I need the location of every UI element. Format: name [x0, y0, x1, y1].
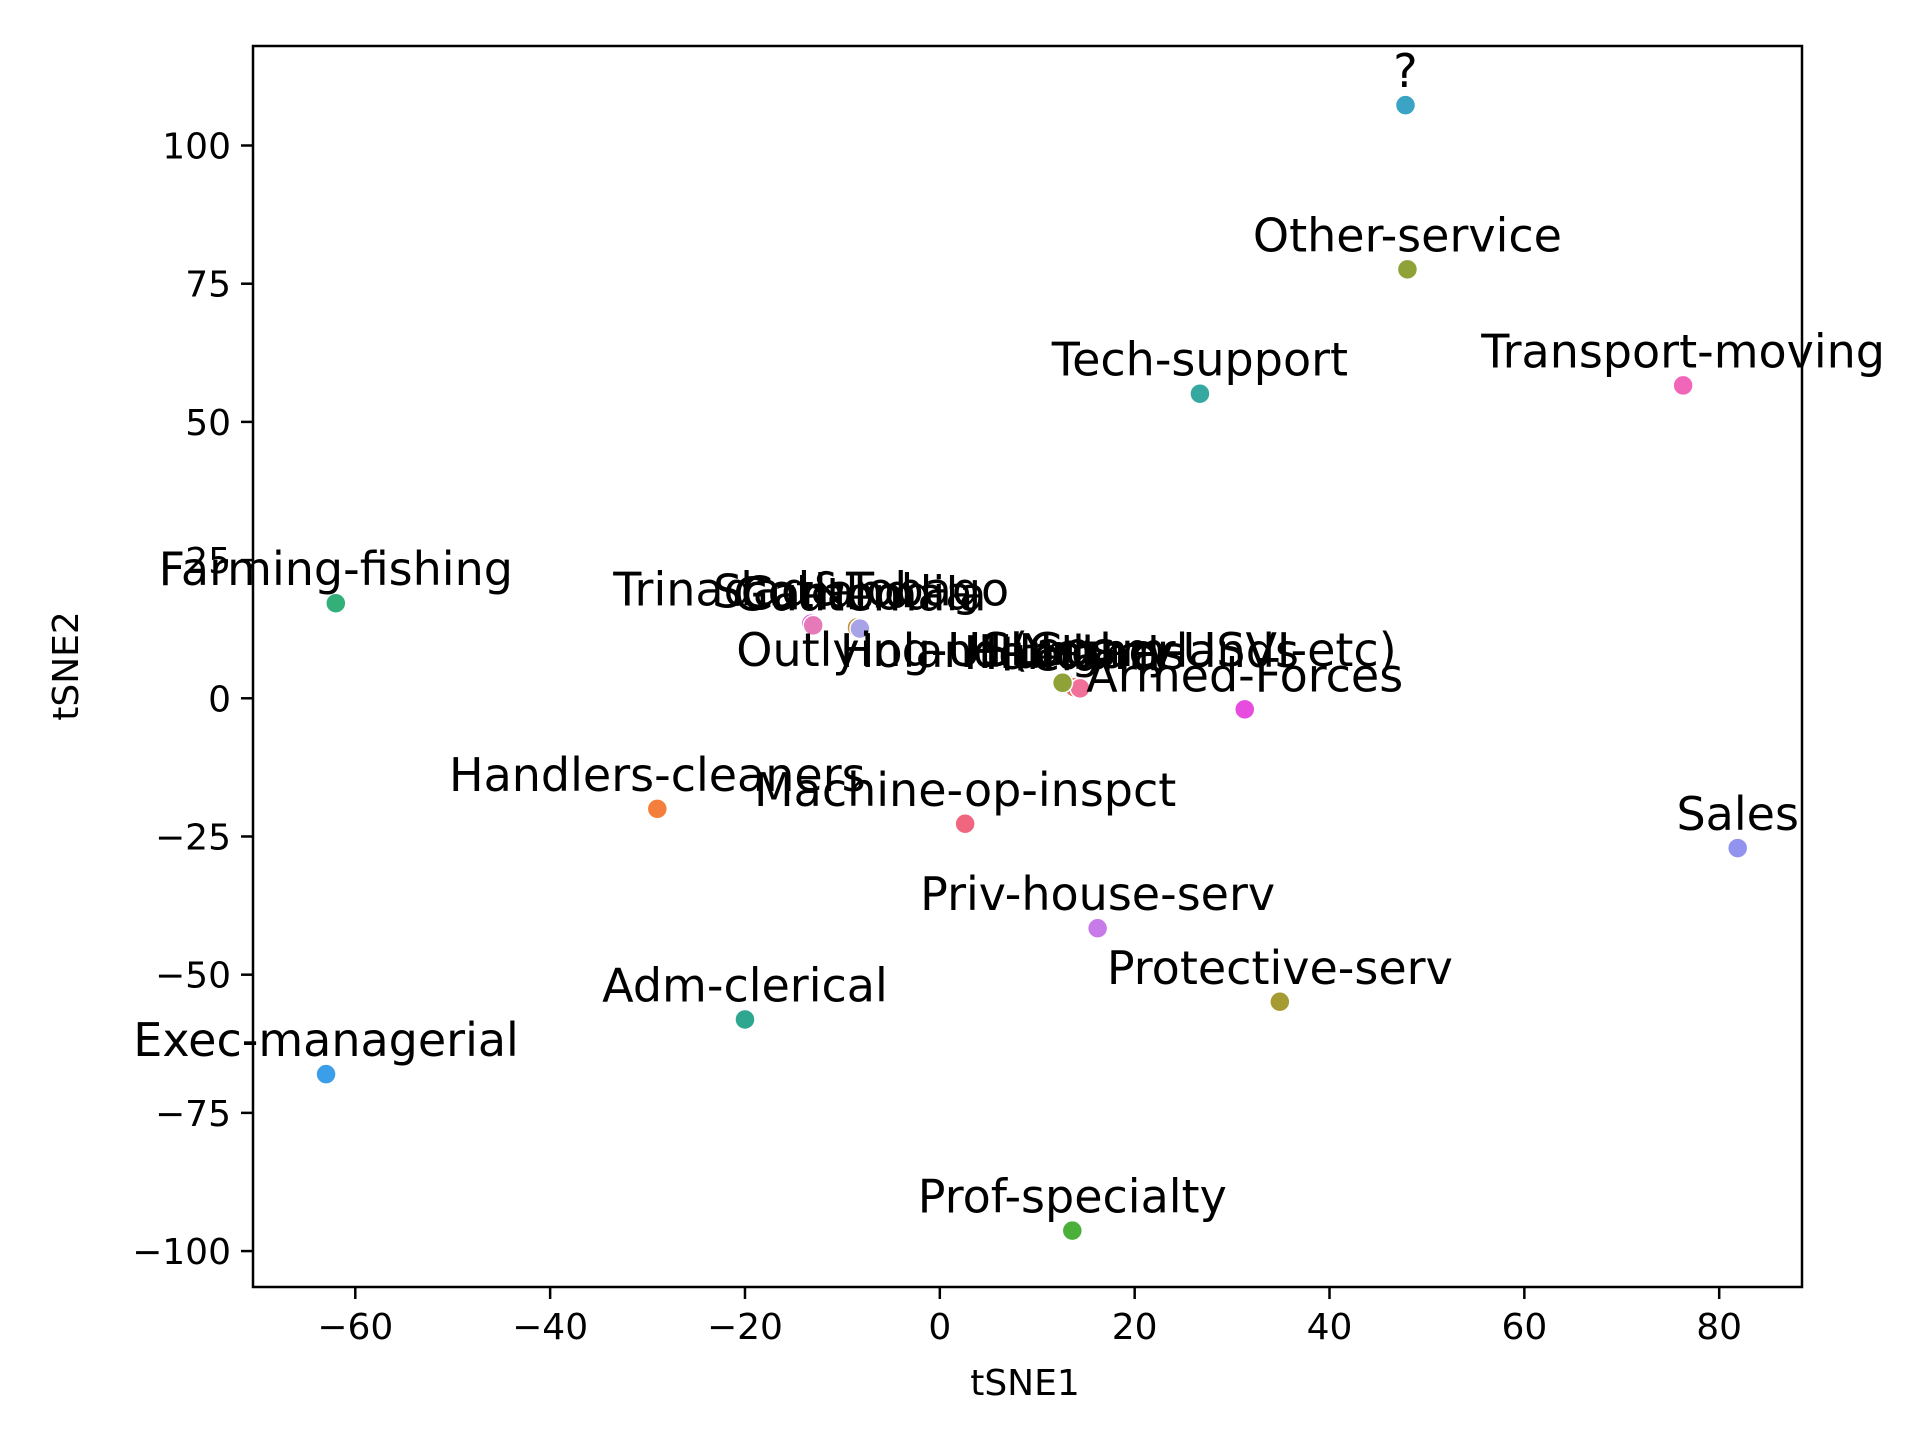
point-labels: ? Other-service Tech-support Transport-movi… [133, 44, 1885, 1223]
point-label: Armed-Forces [1086, 648, 1403, 702]
scatter-point [802, 614, 824, 637]
point-label: Tech-support [1051, 333, 1348, 387]
scatter-point [325, 592, 347, 614]
scatter-point [1086, 917, 1109, 939]
point-label: Holand-Netherlands [840, 624, 1299, 678]
x-tick-label: 40 [1307, 1307, 1353, 1348]
scatter-point [1051, 672, 1074, 694]
y-tick-label: −25 [155, 817, 231, 858]
scatter-point [1396, 258, 1419, 281]
point-label: Honduras [964, 626, 1185, 680]
point-label: Handlers-cleaners [449, 748, 866, 802]
point-label: Adm-clerical [602, 958, 888, 1012]
point-label: Hungary [978, 625, 1174, 679]
plot-frame [251, 44, 1804, 1289]
scatter-point [1269, 991, 1291, 1013]
point-label: Laos [1010, 622, 1116, 676]
point-label: Other-service [1253, 208, 1562, 262]
point-label: Cambodia [741, 567, 974, 621]
x-axis-title: tSNE1 [970, 1363, 1080, 1404]
y-tick-label: 25 [185, 541, 231, 582]
scatter-point [1726, 837, 1749, 859]
point-label: Trinadad&Tobago [612, 563, 1009, 617]
point-label: Farming-fishing [159, 542, 513, 596]
point-label: Prof-specialty [918, 1170, 1227, 1224]
point-label: Guatemala [733, 568, 986, 622]
x-tick-label: 20 [1112, 1307, 1158, 1348]
y-tick-label: −100 [132, 1232, 231, 1273]
y-axis-title: tSNE2 [46, 611, 87, 721]
scatter-point [1189, 382, 1211, 405]
x-tick-label: −60 [317, 1307, 393, 1348]
scatter-point [1233, 698, 1256, 721]
point-label: Protective-serv [1107, 941, 1453, 995]
scatter-point [1061, 1219, 1084, 1242]
point-label: Outlying-US(Guam-USVI-etc) [736, 623, 1396, 677]
point-label: Priv-house-serv [920, 867, 1275, 921]
scatter-point [646, 798, 669, 820]
scatter-point [954, 813, 976, 835]
y-tick-label: −75 [155, 1094, 231, 1135]
point-label: Exec-managerial [133, 1013, 519, 1067]
scatter-point [315, 1063, 337, 1085]
scatter-point [1672, 374, 1694, 397]
x-tick-label: 0 [928, 1307, 951, 1348]
x-axis: −60 −40 −20 0 20 40 60 80 [317, 1287, 1742, 1348]
y-tick-label: 50 [185, 403, 231, 444]
y-tick-label: −50 [155, 956, 231, 997]
point-label: Scotland [713, 564, 913, 618]
plot-marks [315, 94, 1749, 1242]
y-tick-label: 75 [185, 265, 231, 306]
x-tick-label: −20 [707, 1307, 783, 1348]
x-tick-label: 60 [1501, 1307, 1547, 1348]
x-tick-label: 80 [1696, 1307, 1742, 1348]
y-tick-label: 100 [162, 127, 231, 168]
scatter-point [1394, 94, 1417, 116]
y-axis: −100 −75 −50 −25 0 25 50 75 100 [132, 127, 253, 1273]
point-label: Ireland [1001, 627, 1160, 681]
point-label: Sales [1676, 787, 1798, 841]
point-label: Machine-op-inspct [754, 763, 1176, 817]
point-label: ? [1393, 44, 1417, 98]
point-label: Transport-moving [1480, 324, 1885, 378]
scatter-point [734, 1008, 756, 1031]
y-tick-label: 0 [208, 679, 231, 720]
scatter-point [849, 617, 871, 640]
x-tick-label: −40 [512, 1307, 588, 1348]
